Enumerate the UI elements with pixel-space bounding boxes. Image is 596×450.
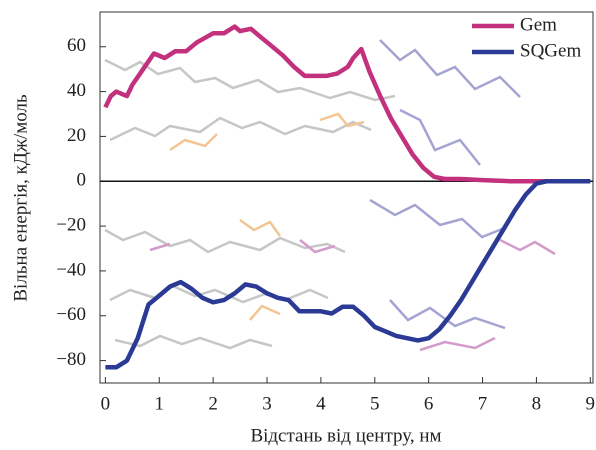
x-tick-label: 4 <box>316 393 326 414</box>
x-tick-label: 3 <box>262 393 272 414</box>
plot-frame <box>99 11 594 384</box>
y-tick-label: 60 <box>67 35 86 56</box>
x-tick-label: 7 <box>478 393 488 414</box>
legend-label: SQGem <box>520 40 581 61</box>
y-tick-label: 20 <box>67 125 86 146</box>
y-axis-label: Вільна енергія, кДж/моль <box>10 94 31 302</box>
y-tick-label: 0 <box>77 170 87 191</box>
series-line <box>103 24 553 184</box>
x-tick-label: 5 <box>370 393 380 414</box>
x-tick-label: 8 <box>532 393 542 414</box>
y-tick-label: −40 <box>56 259 86 280</box>
legend-box <box>466 14 592 70</box>
y-tick-label: −20 <box>56 214 86 235</box>
y-tick-label: −80 <box>56 349 86 370</box>
x-axis-label: Відстань від центру, нм <box>250 425 441 446</box>
x-tick-label: 6 <box>424 393 434 414</box>
legend-label: Gem <box>520 14 557 35</box>
x-tick-label: 0 <box>101 393 111 414</box>
x-tick-label: 9 <box>586 393 596 414</box>
background-texture <box>104 39 556 352</box>
y-tick-label: −60 <box>56 304 86 325</box>
series-line <box>105 178 591 370</box>
legend: Gem SQGem <box>466 14 592 70</box>
x-tick-label: 1 <box>155 393 165 414</box>
x-tick-label: 2 <box>208 393 218 414</box>
y-tick-label: 40 <box>67 80 86 101</box>
